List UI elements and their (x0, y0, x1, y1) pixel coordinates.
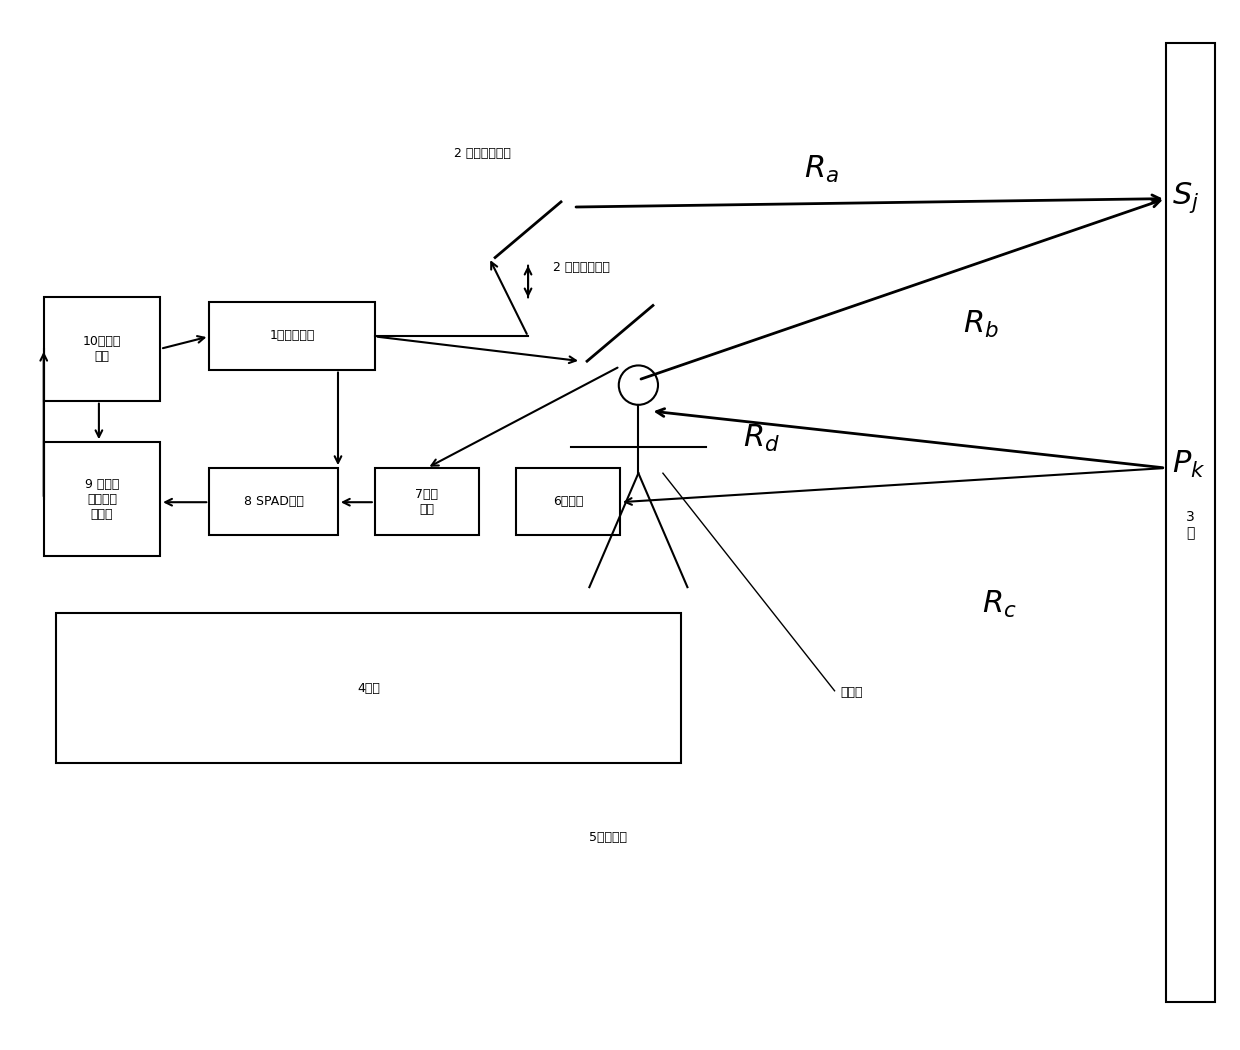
Bar (1166, 43, 1215, 1002)
Text: 9 时间相
关光子计
数模块: 9 时间相 关光子计 数模块 (84, 478, 119, 521)
Text: $R_b$: $R_b$ (963, 310, 999, 340)
Text: 3
壁: 3 壁 (1185, 510, 1194, 540)
Text: 1激光发射器: 1激光发射器 (269, 330, 315, 342)
Bar (43, 442, 160, 556)
Bar (210, 302, 374, 370)
Bar (56, 613, 681, 763)
Text: 8 SPAD阵列: 8 SPAD阵列 (244, 496, 304, 508)
Bar (516, 468, 620, 536)
Text: $R_c$: $R_c$ (982, 589, 1017, 621)
Text: 4墙壁: 4墙壁 (357, 681, 381, 695)
Text: 6选通门: 6选通门 (553, 496, 583, 508)
Text: 2 扫描振镜系统: 2 扫描振镜系统 (553, 261, 609, 274)
Text: 2 扫描振镜系统: 2 扫描振镜系统 (455, 147, 511, 161)
Text: 椭球面: 椭球面 (841, 686, 863, 699)
Text: $R_a$: $R_a$ (804, 154, 838, 185)
Text: 5人体模型: 5人体模型 (589, 831, 626, 844)
Text: $R_d$: $R_d$ (743, 423, 780, 455)
Bar (210, 468, 339, 536)
Bar (374, 468, 479, 536)
Bar (43, 297, 160, 401)
Text: $S_j$: $S_j$ (1172, 180, 1199, 215)
Text: 10数字处
理器: 10数字处 理器 (83, 335, 122, 363)
Text: $P_k$: $P_k$ (1172, 449, 1205, 480)
Text: 7微透
镜组: 7微透 镜组 (415, 487, 439, 516)
